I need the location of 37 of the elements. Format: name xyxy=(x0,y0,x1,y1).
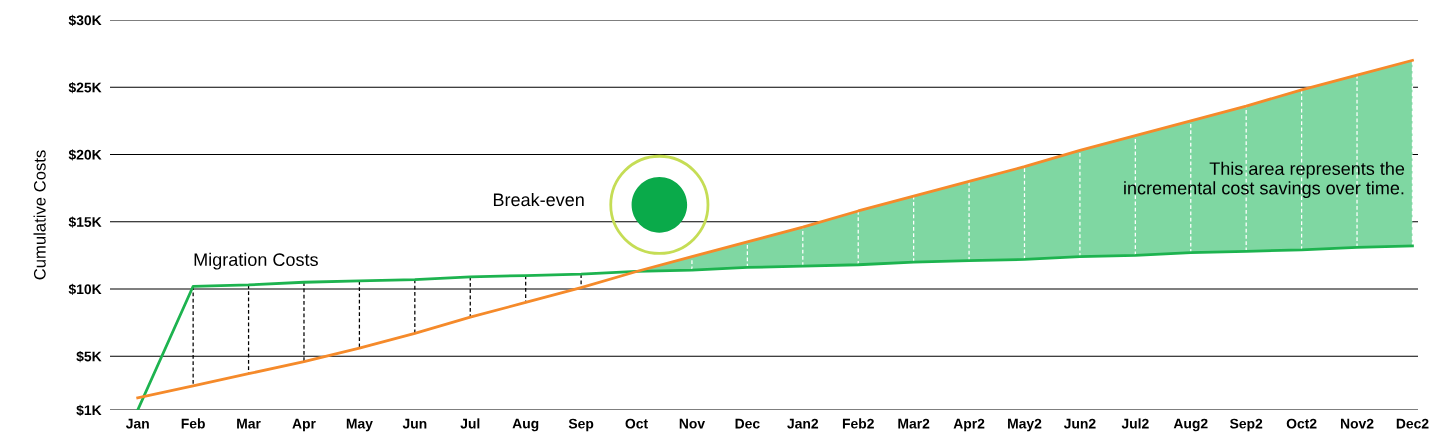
x-tick-label: May2 xyxy=(1008,418,1042,432)
x-tick-label: Sep2 xyxy=(1229,418,1263,432)
y-tick-label: $10K xyxy=(68,283,102,296)
x-tick-label: Jun xyxy=(402,418,427,429)
x-tick-label: Feb xyxy=(181,418,205,429)
x-tick-label: Sep xyxy=(568,418,594,432)
x-tick-label: Nov xyxy=(679,418,706,429)
y-tick-label: $20K xyxy=(68,149,102,161)
x-tick-label: Mar xyxy=(237,418,261,429)
x-tick-label: Jan xyxy=(125,418,149,429)
x-tick-label: Oct2 xyxy=(1286,418,1317,429)
x-tick-label: Dec xyxy=(735,418,760,429)
x-tick-label: Mar2 xyxy=(898,418,930,429)
line-series xyxy=(136,58,1414,400)
x-tick-label: Jun2 xyxy=(1063,418,1096,429)
y-tick-label: $5K xyxy=(76,350,102,363)
y-tick-label: $1K xyxy=(76,404,102,417)
annotation: Break-even xyxy=(493,192,584,207)
x-tick-label: Nov2 xyxy=(1340,418,1374,429)
x-tick-label: Aug2 xyxy=(1173,418,1208,432)
x-tick-label: Oct xyxy=(625,418,648,429)
annotation: Migration Costs xyxy=(194,252,318,270)
x-tick-label: Jul xyxy=(460,418,480,429)
y-axis-title: Cumulative Costs xyxy=(33,150,46,280)
y-tick-label: $30K xyxy=(68,14,102,27)
y-tick-label: $15K xyxy=(68,216,102,228)
y-tick-label: $25K xyxy=(68,81,102,94)
x-tick-label: Dec2 xyxy=(1396,418,1429,429)
x-tick-label: Jul2 xyxy=(1121,418,1149,429)
x-tick-label: Apr xyxy=(292,418,316,432)
x-tick-label: Aug xyxy=(512,418,539,432)
x-tick-label: Jan2 xyxy=(787,418,819,429)
x-tick-label: May xyxy=(346,418,373,432)
x-tick-label: Feb2 xyxy=(842,418,874,429)
line-series xyxy=(136,244,1414,410)
annotation: This area represents the incremental cost savings over time. xyxy=(1124,161,1405,199)
x-tick-label: Apr2 xyxy=(953,418,985,432)
